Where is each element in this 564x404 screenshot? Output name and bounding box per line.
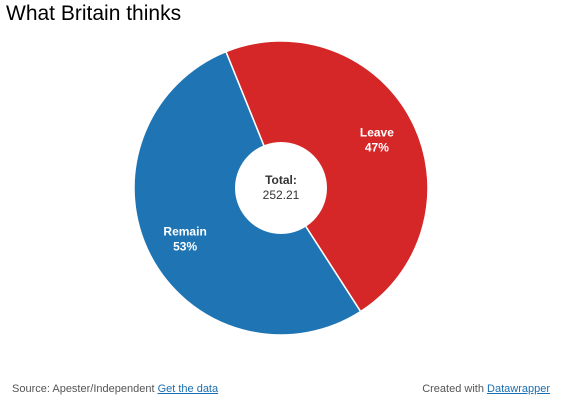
datawrapper-link[interactable]: Datawrapper <box>487 383 550 395</box>
chart-title: What Britain thinks <box>6 2 182 25</box>
get-the-data-link[interactable]: Get the data <box>157 383 219 395</box>
source-text: Source: Apester/Independent <box>12 383 155 395</box>
slice-value-remain: 53% <box>173 240 197 254</box>
slice-value-leave: 47% <box>365 140 389 154</box>
slice-label-leave: Leave <box>360 125 394 139</box>
slice-leave <box>224 40 429 313</box>
source-note: Source: Apester/Independent Get the data <box>12 383 218 395</box>
slice-label-remain: Remain <box>163 225 206 239</box>
donut-hole <box>235 142 327 234</box>
center-total-label: Total: <box>265 173 297 187</box>
created-with-text: Created with <box>422 383 484 395</box>
credit-note: Created with Datawrapper <box>422 383 550 395</box>
center-total-value: 252.21 <box>263 188 300 202</box>
